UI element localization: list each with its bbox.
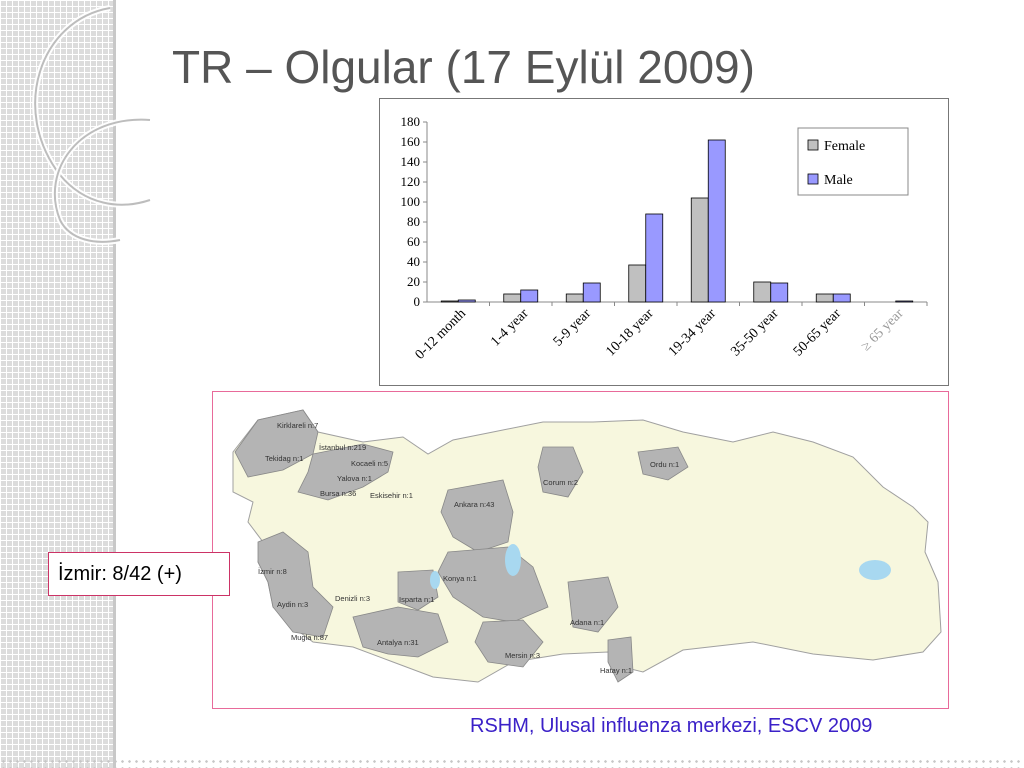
bar-female — [628, 264, 647, 303]
y-tick-label: 160 — [401, 134, 421, 149]
map-label-ordu: Ordu n:1 — [650, 460, 679, 469]
bar-female — [815, 293, 834, 303]
map-label-adana: Adana n:1 — [570, 618, 604, 627]
chart-frame: 0 20 40 60 80 100 120 140 160 180 0-12 month 1-4 ye… — [379, 98, 949, 386]
bar-female — [440, 300, 459, 303]
legend-label: Female — [824, 139, 865, 154]
map-label-denizli: Denizli n:3 — [335, 594, 370, 603]
y-tick-label: 20 — [407, 274, 420, 289]
bar-male — [707, 139, 726, 303]
map-label-bursa: Bursa n:36 — [320, 489, 356, 498]
x-tick-label: 35-50 year — [728, 306, 781, 359]
source-citation: RSHM, Ulusal influenza merkezi, ESCV 200… — [470, 715, 873, 737]
region-adana — [567, 576, 619, 633]
map-label-tekirdag: Tekidag n:1 — [265, 454, 303, 463]
bar-male — [582, 282, 601, 303]
bar-male — [832, 293, 851, 303]
map-label-hatay: Hatay n:1 — [600, 666, 632, 675]
x-tick-label: 1-4 year — [488, 306, 532, 350]
decorative-swirl — [32, 5, 151, 245]
map-regions — [232, 409, 942, 683]
x-tick-label: 19-34 year — [666, 306, 719, 359]
y-tick-label: 60 — [407, 234, 420, 249]
decorative-dots — [0, 758, 1024, 768]
region-thrace — [234, 409, 319, 478]
bar-male — [520, 289, 539, 303]
y-tick-label: 0 — [414, 294, 421, 309]
bar-female — [565, 293, 584, 303]
region-hatay — [607, 636, 634, 683]
x-tick-label: 10-18 year — [603, 306, 656, 359]
map-label-isparta: Isparta n:1 — [399, 595, 434, 604]
x-tick-label: 5-9 year — [551, 306, 595, 350]
map-labels: Kirklareli n:7 İstanbul n:219 Tekidag n:1 K… — [258, 421, 679, 675]
map-label-yalova: Yalova n:1 — [337, 474, 372, 483]
region-isparta — [397, 569, 439, 611]
map-label-konya: Konya n:1 — [443, 574, 477, 583]
x-tick-label: 50-65 year — [791, 306, 844, 359]
legend-swatch — [807, 139, 819, 151]
bar-male — [770, 282, 789, 303]
map-label-mersin: Mersin n:3 — [505, 651, 540, 660]
y-tick-label: 80 — [407, 214, 420, 229]
region-ordu — [637, 446, 689, 481]
map-label-ankara: Ankara n:43 — [454, 500, 494, 509]
lake-van — [859, 560, 891, 580]
bar-female — [753, 281, 772, 303]
map-label-eskisehir: Eskisehir n:1 — [370, 491, 413, 500]
map-label-kocaeli: Kocaeli n:5 — [351, 459, 388, 468]
age-gender-bar-chart: 0 20 40 60 80 100 120 140 160 180 0-12 month 1-4 ye… — [401, 114, 928, 363]
map-frame: Kirklareli n:7 İstanbul n:219 Tekidag n:1 K… — [212, 391, 949, 709]
y-tick-label: 40 — [407, 254, 420, 269]
map-label-mugla: Mugla n:87 — [291, 633, 328, 642]
bar-female — [503, 293, 522, 303]
map-label-aydin: Aydin n:3 — [277, 600, 308, 609]
y-tick-label: 100 — [401, 194, 421, 209]
region-corum — [537, 446, 584, 498]
x-tick-label: 0-12 month — [413, 306, 470, 363]
slide-title: TR – Olgular (17 Eylül 2009) — [172, 41, 755, 93]
map-label-izmir: İzmir n:8 — [258, 567, 287, 576]
bar-male — [895, 300, 914, 303]
region-mersin — [474, 619, 544, 668]
y-tick-label: 120 — [401, 174, 421, 189]
region-marmara — [297, 443, 394, 501]
lake-tuz — [505, 544, 521, 576]
y-tick-label: 140 — [401, 154, 421, 169]
side-band-edge — [113, 0, 116, 768]
izmir-callout: İzmir: 8/42 (+) — [48, 552, 230, 596]
lake-beysehir — [430, 571, 440, 589]
map-label-istanbul: İstanbul n:219 — [319, 443, 366, 452]
region-ankara — [440, 479, 514, 553]
bar-male — [645, 213, 664, 303]
region-antalya — [352, 606, 449, 658]
map-label-kirklareli: Kirklareli n:7 — [277, 421, 318, 430]
bar-male — [457, 299, 476, 303]
bar-female — [690, 197, 709, 303]
legend-swatch — [807, 173, 819, 185]
y-tick-label: 180 — [401, 114, 421, 129]
map-label-corum: Corum n:2 — [543, 478, 578, 487]
region-aegean — [257, 531, 334, 638]
turkey-map: Kirklareli n:7 İstanbul n:219 Tekidag n:1 K… — [232, 409, 942, 683]
map-label-antalya: Antalya n:31 — [377, 638, 419, 647]
legend-label: Male — [824, 173, 853, 188]
x-tick-label: ≥ 65 year — [859, 306, 907, 354]
